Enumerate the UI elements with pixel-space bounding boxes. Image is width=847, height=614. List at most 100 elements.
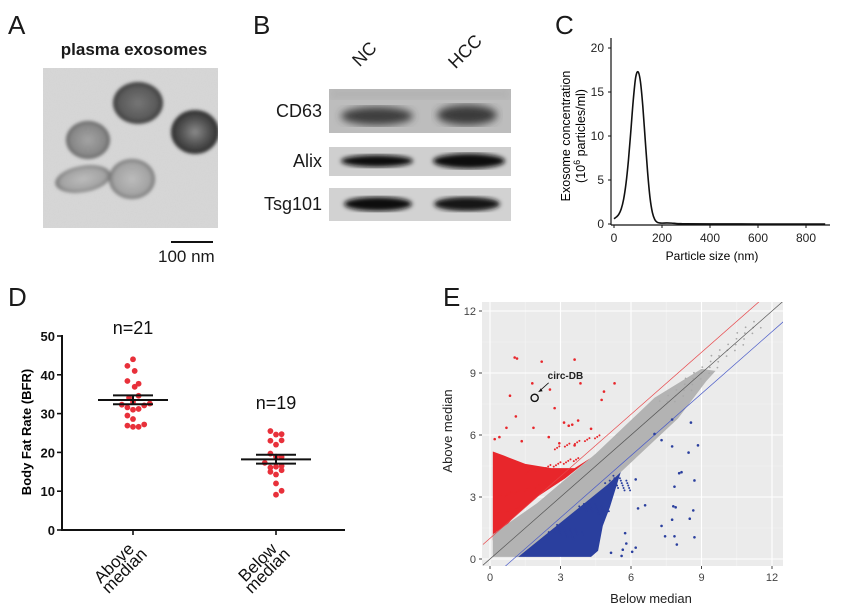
- c-concentration-line: [613, 70, 826, 225]
- e-unchanged-point: [744, 326, 747, 329]
- e-down-point: [622, 486, 625, 489]
- e-up-point: [500, 493, 503, 496]
- d-data-point: [273, 463, 279, 470]
- e-down-point: [614, 479, 617, 482]
- d-y-tick-label: 0: [48, 523, 55, 538]
- e-up-point: [552, 465, 555, 468]
- e-unchanged-point: [736, 332, 739, 334]
- e-up-point: [507, 509, 510, 512]
- e-down-point: [610, 484, 613, 487]
- e-up-point: [539, 466, 542, 469]
- e-up-point: [515, 491, 518, 494]
- e-up-point: [578, 439, 581, 442]
- e-unchanged-point: [673, 400, 676, 403]
- e-down-point: [547, 531, 550, 534]
- e-up-point: [588, 437, 591, 440]
- e-up-point: [514, 508, 517, 511]
- e-up-outlier: [498, 435, 501, 439]
- blot-band: [437, 105, 497, 125]
- d-data-point: [124, 422, 131, 429]
- e-up-point: [538, 484, 541, 487]
- e-up-point: [586, 438, 589, 441]
- blot-band: [341, 107, 413, 125]
- e-down-point: [620, 482, 623, 485]
- e-down-point: [608, 479, 611, 482]
- e-x-tick-label: 3: [557, 572, 563, 584]
- e-down-point: [577, 536, 580, 539]
- e-up-outlier: [493, 437, 497, 441]
- e-y-tick-label: 12: [464, 306, 476, 318]
- e-down-point: [549, 554, 552, 557]
- e-down-point: [559, 533, 562, 536]
- e-down-point: [623, 489, 626, 492]
- e-unchanged-point: [709, 360, 712, 363]
- e-up-point: [557, 462, 560, 465]
- e-up-point: [572, 460, 575, 463]
- e-down-point: [625, 479, 628, 482]
- e-down-point: [578, 505, 581, 508]
- e-down-point: [583, 505, 586, 508]
- d-data-point: [124, 412, 131, 419]
- circrna-scatter-chart: 0 3 6 9 12 0 3 6 9 12 circ-DB Above median Below …: [440, 302, 783, 606]
- c-y-tick-label: 5: [597, 173, 604, 187]
- e-x-axis-label: Below median: [610, 591, 692, 606]
- c-y-tick-label: 20: [591, 41, 605, 55]
- e-down-point: [628, 486, 631, 489]
- d-y-tick-label: 20: [41, 445, 55, 460]
- d-data-point: [124, 404, 131, 411]
- d-data-point: [267, 468, 274, 475]
- e-down-point: [564, 531, 567, 534]
- e-unchanged-point: [743, 338, 745, 340]
- d-data-point: [135, 406, 142, 412]
- c-x-tick-label: 600: [748, 231, 768, 245]
- e-down-outlier: [675, 543, 679, 546]
- blot-band: [434, 197, 500, 211]
- e-up-point: [528, 486, 531, 489]
- e-down-point: [593, 502, 596, 505]
- e-y-tick-label: 0: [470, 554, 476, 566]
- e-up-outlier: [514, 415, 518, 418]
- blot-strip-cd63: [329, 89, 511, 133]
- e-down-point: [574, 528, 577, 531]
- e-unchanged-point: [708, 366, 711, 369]
- e-y-axis-label: Above median: [440, 389, 455, 472]
- e-down-point: [562, 526, 565, 529]
- e-down-point: [609, 482, 612, 485]
- c-y-tick-label: 0: [597, 217, 604, 231]
- e-up-point: [529, 469, 532, 472]
- d-data-point: [273, 441, 279, 448]
- e-down-outlier: [636, 507, 640, 510]
- e-down-point: [603, 512, 606, 515]
- d-y-tick-label: 30: [41, 407, 55, 422]
- e-down-point: [601, 507, 604, 510]
- e-up-point: [523, 489, 526, 492]
- e-down-point: [589, 505, 592, 508]
- e-unchanged-point: [693, 371, 695, 374]
- e-up-outlier: [540, 360, 543, 363]
- e-up-point: [544, 466, 547, 469]
- e-down-outlier: [663, 534, 667, 538]
- e-down-point: [584, 507, 587, 510]
- d-data-point: [130, 406, 136, 413]
- e-down-outlier: [674, 506, 677, 509]
- c-x-axis-label: Particle size (nm): [666, 249, 759, 263]
- e-down-point: [570, 533, 573, 536]
- d-data-point: [124, 378, 131, 384]
- e-up-point: [565, 461, 568, 464]
- d-data-point: [273, 480, 279, 487]
- e-up-outlier: [553, 406, 556, 410]
- e-up-point: [583, 440, 586, 443]
- e-down-point: [585, 510, 588, 513]
- e-up-outlier: [515, 357, 519, 360]
- e-y-tick-label: 6: [470, 430, 476, 442]
- e-up-point: [498, 495, 501, 498]
- e-down-outlier: [696, 444, 700, 447]
- d-n-label: n=19: [256, 393, 297, 413]
- e-down-point: [587, 500, 590, 503]
- blot-label-cd63: CD63: [275, 101, 322, 121]
- e-down-outlier: [630, 550, 634, 554]
- e-up-point: [524, 472, 527, 475]
- d-data-point: [273, 431, 279, 438]
- c-y-axis-label-units: (106 particles/ml): [572, 89, 588, 183]
